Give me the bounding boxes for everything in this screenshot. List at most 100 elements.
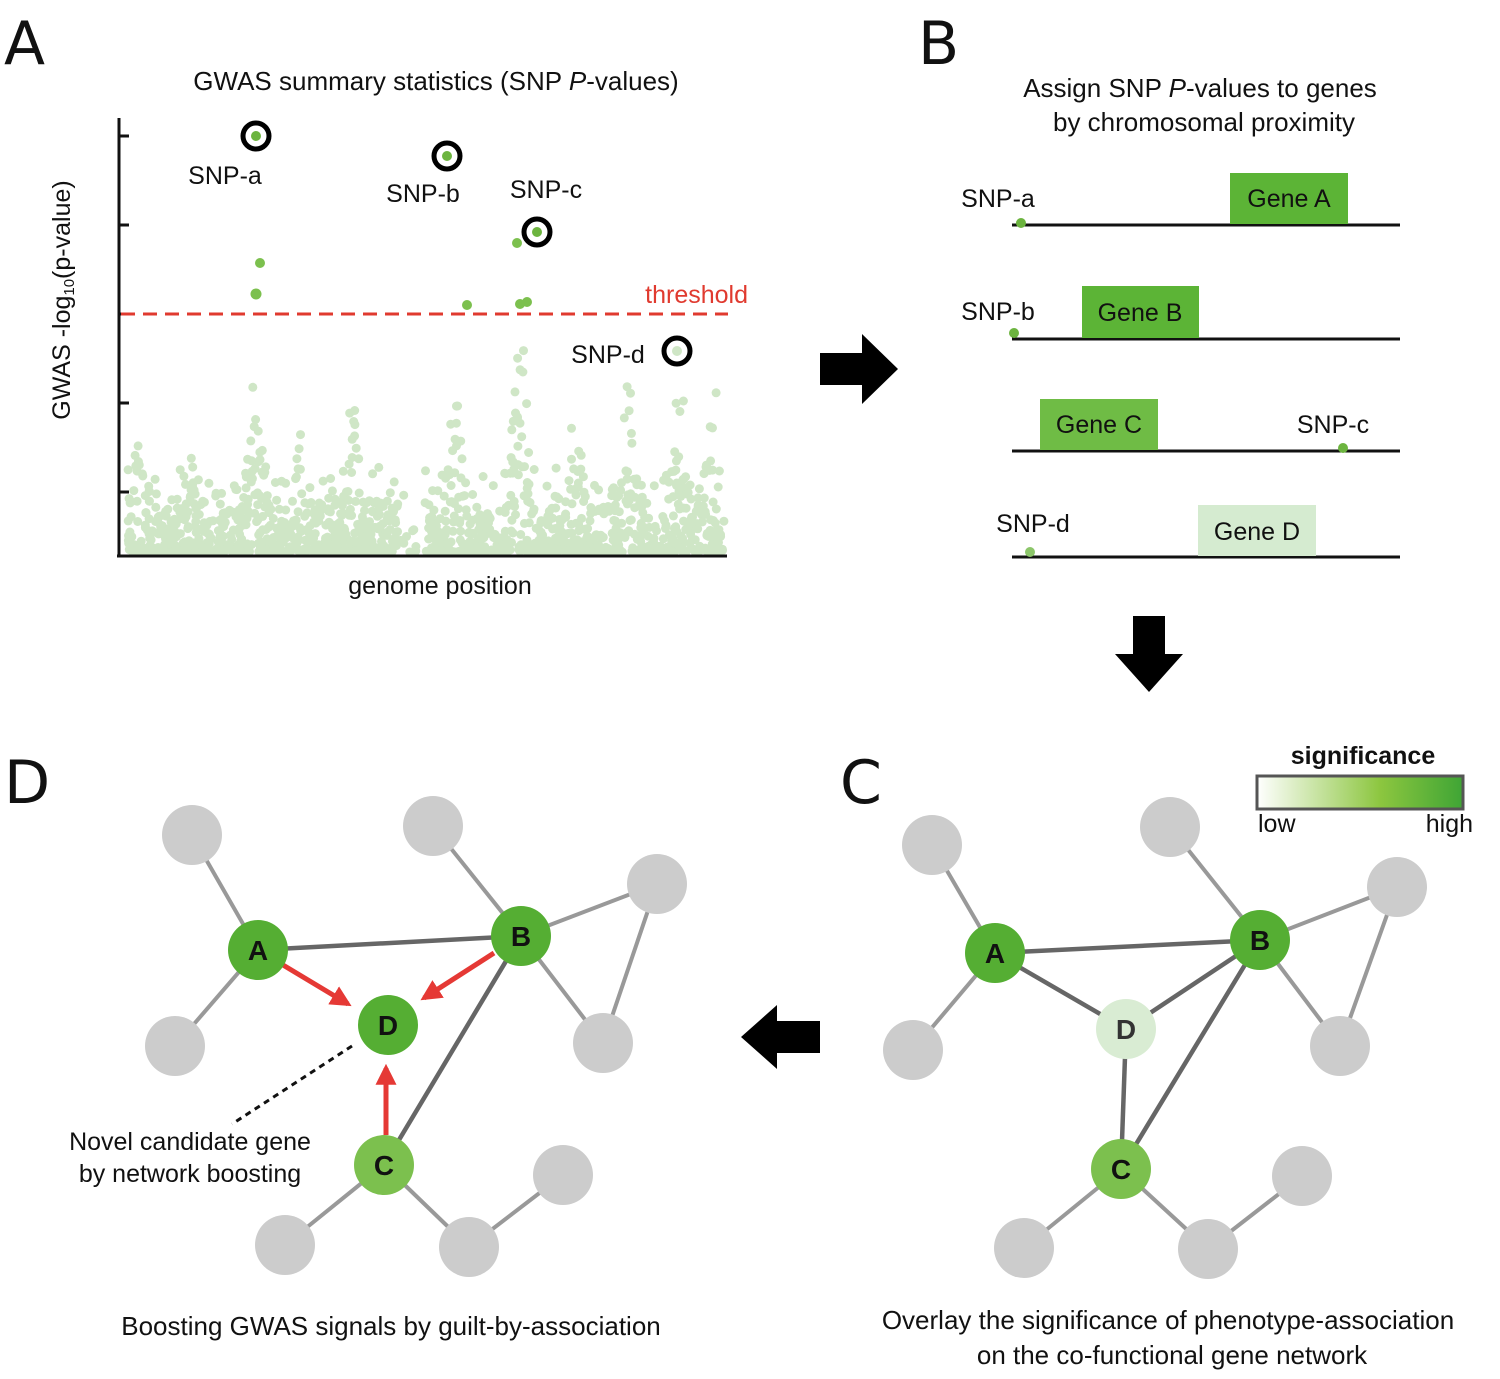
snp-point <box>188 462 198 472</box>
snp-point <box>411 546 421 556</box>
snp-point <box>626 428 636 438</box>
snp-point <box>347 434 357 444</box>
snp-point <box>130 450 140 460</box>
snp-point <box>338 531 348 541</box>
snp-point <box>640 544 650 554</box>
snp-point <box>607 491 617 501</box>
snp-point <box>293 532 303 542</box>
snp-point <box>681 472 691 482</box>
snp-point <box>531 523 541 533</box>
snp-point <box>264 508 274 518</box>
snp-point <box>702 460 711 470</box>
snp-point <box>264 500 274 510</box>
snp-point <box>436 545 446 555</box>
snp-point <box>439 491 449 501</box>
snp-point <box>262 491 272 501</box>
snp-point <box>461 478 471 488</box>
node-c-b-label: B <box>1250 925 1270 956</box>
snp-point <box>181 479 190 489</box>
snp-point <box>258 525 268 535</box>
snp-point <box>500 526 510 536</box>
snp-point <box>699 493 709 503</box>
snp-point <box>626 388 635 398</box>
snp-point <box>524 448 534 457</box>
snp-point <box>151 489 161 499</box>
snp-point <box>327 486 337 496</box>
snp-point <box>713 482 723 492</box>
snp-point <box>572 537 582 547</box>
gray-nodes <box>883 797 1427 1279</box>
snp-point <box>449 511 459 521</box>
snp-point <box>457 538 467 548</box>
snp-d-marker <box>661 335 693 367</box>
snp-point <box>268 539 277 549</box>
snp-point <box>368 469 378 479</box>
snp-point <box>355 521 365 531</box>
snp-point <box>669 466 679 476</box>
snp-point <box>494 533 504 543</box>
snp-point <box>611 537 620 547</box>
snp-point <box>293 464 303 474</box>
sig-point <box>522 297 532 307</box>
snp-point <box>457 454 467 464</box>
snp-point <box>613 547 623 557</box>
snp-point <box>596 531 606 541</box>
gene-d-box <box>1198 505 1316 556</box>
snp-point <box>259 470 269 480</box>
snp-point <box>456 526 466 536</box>
snp-point <box>281 533 291 543</box>
sig-point <box>250 288 262 300</box>
snp-point <box>580 524 590 534</box>
snp-point <box>564 476 574 486</box>
snp-point <box>409 525 419 535</box>
snp-point <box>248 382 258 392</box>
snp-point <box>616 485 626 495</box>
snp-point <box>255 455 265 465</box>
snp-point <box>566 484 576 494</box>
snp-point <box>567 454 576 464</box>
snp-point <box>567 499 577 509</box>
snp-point <box>627 438 637 448</box>
panel-b-title-line2: by chromosomal proximity <box>1053 107 1355 137</box>
snp-point <box>360 506 369 516</box>
snp-point <box>351 443 361 453</box>
snp-point <box>672 478 682 488</box>
snp-point <box>370 522 380 532</box>
snp-point <box>126 512 136 522</box>
snp-point <box>191 517 201 527</box>
snp-point <box>361 543 370 553</box>
snp-point <box>246 436 256 446</box>
threshold-label: threshold <box>645 281 748 309</box>
node-c-c <box>1091 1139 1151 1199</box>
panel-d-caption: Boosting GWAS signals by guilt-by-associ… <box>121 1311 661 1341</box>
snp-point <box>569 464 579 474</box>
snp-point <box>624 406 634 416</box>
annotation-line2: by network boosting <box>79 1160 301 1188</box>
snp-point <box>511 510 520 520</box>
snp-point <box>241 520 251 530</box>
snp-point <box>664 477 674 487</box>
snp-point <box>285 520 295 530</box>
panel-b-letter: B <box>918 9 959 79</box>
panel-d: D <box>4 748 687 1341</box>
snp-d-label: SNP-d <box>571 341 645 369</box>
snp-point <box>233 515 243 525</box>
snp-b-label: SNP-b <box>386 180 460 208</box>
snp-point <box>149 547 159 557</box>
snp-point <box>141 508 151 518</box>
snp-point <box>707 531 717 541</box>
snp-point <box>529 465 539 474</box>
snp-point <box>305 483 315 493</box>
snp-point <box>364 496 374 506</box>
snp-point <box>520 462 529 472</box>
snp-a-dot <box>1016 218 1026 228</box>
snp-point <box>243 454 253 464</box>
snp-point <box>236 546 246 556</box>
snp-point <box>290 540 300 550</box>
snp-point <box>506 490 516 500</box>
core-edges <box>257 933 523 1167</box>
snp-point <box>491 547 500 557</box>
snp-point <box>586 547 596 556</box>
snp-point <box>367 536 377 546</box>
